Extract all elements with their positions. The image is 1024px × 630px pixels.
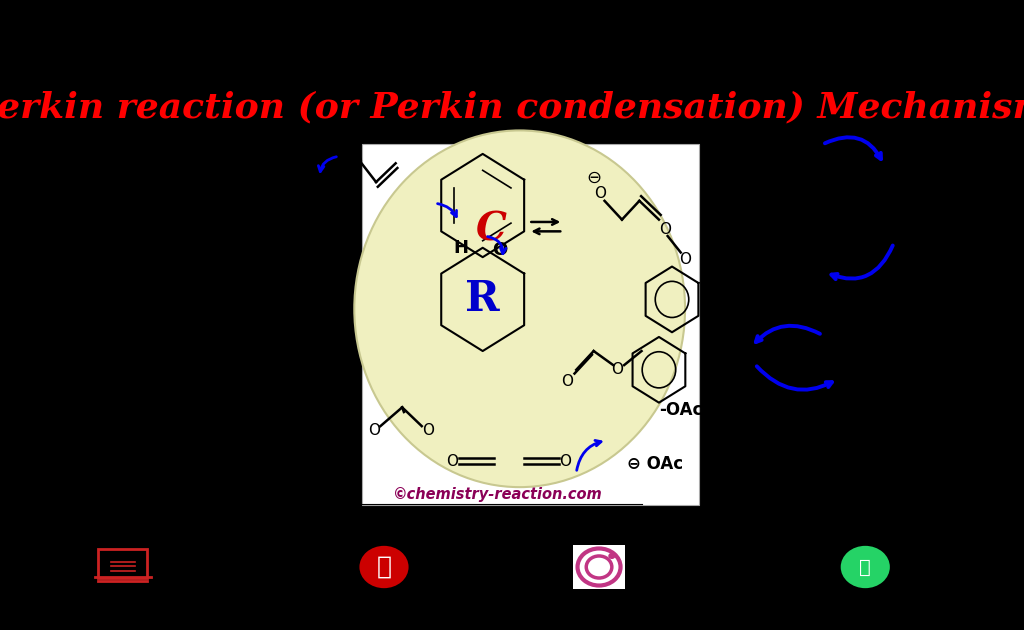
Text: H: H bbox=[454, 239, 468, 257]
Text: ©chemistry-reaction.com: ©chemistry-reaction.com bbox=[393, 487, 603, 501]
Text: HBase: HBase bbox=[476, 511, 520, 524]
Circle shape bbox=[608, 553, 615, 559]
Text: O: O bbox=[659, 222, 672, 236]
Text: NEET | IIT-JAM | CSIR-NET: NEET | IIT-JAM | CSIR-NET bbox=[424, 530, 571, 543]
Text: ⊖: ⊖ bbox=[330, 142, 344, 161]
Text: 🐦: 🐦 bbox=[377, 555, 391, 579]
Bar bbox=[362, 144, 699, 505]
Text: O: O bbox=[368, 423, 380, 438]
Text: -OAc: -OAc bbox=[659, 401, 702, 419]
Text: 📞: 📞 bbox=[859, 558, 871, 576]
Text: ⊖: ⊖ bbox=[586, 168, 601, 186]
Text: O: O bbox=[493, 241, 508, 259]
Text: O: O bbox=[679, 252, 691, 267]
Text: ⊖ OAc: ⊖ OAc bbox=[627, 455, 683, 472]
Circle shape bbox=[359, 546, 409, 588]
Text: O: O bbox=[350, 155, 362, 170]
Text: O: O bbox=[446, 454, 458, 469]
Text: R: R bbox=[465, 278, 500, 321]
Text: O: O bbox=[611, 362, 624, 377]
Text: O: O bbox=[559, 454, 571, 469]
Text: O: O bbox=[422, 423, 434, 438]
Text: O: O bbox=[594, 186, 606, 202]
Circle shape bbox=[841, 546, 890, 588]
Text: Perkin reaction (or Perkin condensation) Mechanism :: Perkin reaction (or Perkin condensation)… bbox=[0, 90, 1024, 124]
Circle shape bbox=[354, 130, 685, 487]
Text: O: O bbox=[561, 374, 573, 389]
FancyBboxPatch shape bbox=[570, 542, 627, 591]
Text: O: O bbox=[303, 181, 314, 197]
Text: C: C bbox=[476, 210, 507, 248]
